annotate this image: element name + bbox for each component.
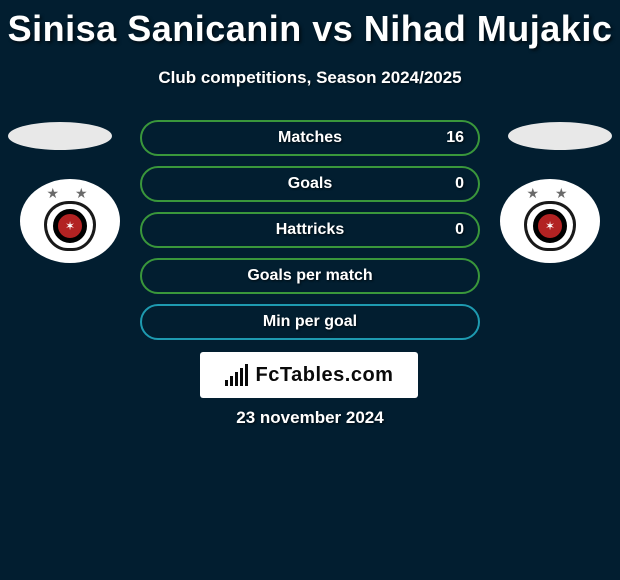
logo-bars-icon <box>225 364 248 386</box>
club-badge-left: ★ ★ <box>20 179 120 263</box>
date-label: 23 november 2024 <box>0 408 620 428</box>
stat-label: Min per goal <box>263 313 357 331</box>
stat-label: Goals per match <box>247 267 372 285</box>
stat-label: Goals <box>288 175 332 193</box>
fctables-logo: FcTables.com <box>200 352 418 398</box>
stat-value-right: 0 <box>455 221 464 239</box>
stat-label: Hattricks <box>276 221 344 239</box>
stat-value-right: 16 <box>446 129 464 147</box>
club-crest-right: ★ ★ <box>518 189 582 253</box>
crest-stars-icon: ★ ★ <box>518 185 582 202</box>
subtitle: Club competitions, Season 2024/2025 <box>0 68 620 88</box>
club-crest-left: ★ ★ <box>38 189 102 253</box>
club-badge-right: ★ ★ <box>500 179 600 263</box>
stat-row: Min per goal <box>140 304 480 340</box>
logo-text: FcTables.com <box>256 364 394 387</box>
crest-stars-icon: ★ ★ <box>38 185 102 202</box>
page-title: Sinisa Sanicanin vs Nihad Mujakic <box>0 0 620 50</box>
crest-shield-icon <box>524 201 576 251</box>
player-left-placeholder <box>8 122 112 150</box>
stat-label: Matches <box>278 129 342 147</box>
stat-row: Matches 16 <box>140 120 480 156</box>
stats-panel: Matches 16 Goals 0 Hattricks 0 Goals per match… <box>140 120 480 350</box>
stat-value-right: 0 <box>455 175 464 193</box>
stat-row: Hattricks 0 <box>140 212 480 248</box>
crest-shield-icon <box>44 201 96 251</box>
stat-row: Goals 0 <box>140 166 480 202</box>
stat-row: Goals per match <box>140 258 480 294</box>
player-right-placeholder <box>508 122 612 150</box>
